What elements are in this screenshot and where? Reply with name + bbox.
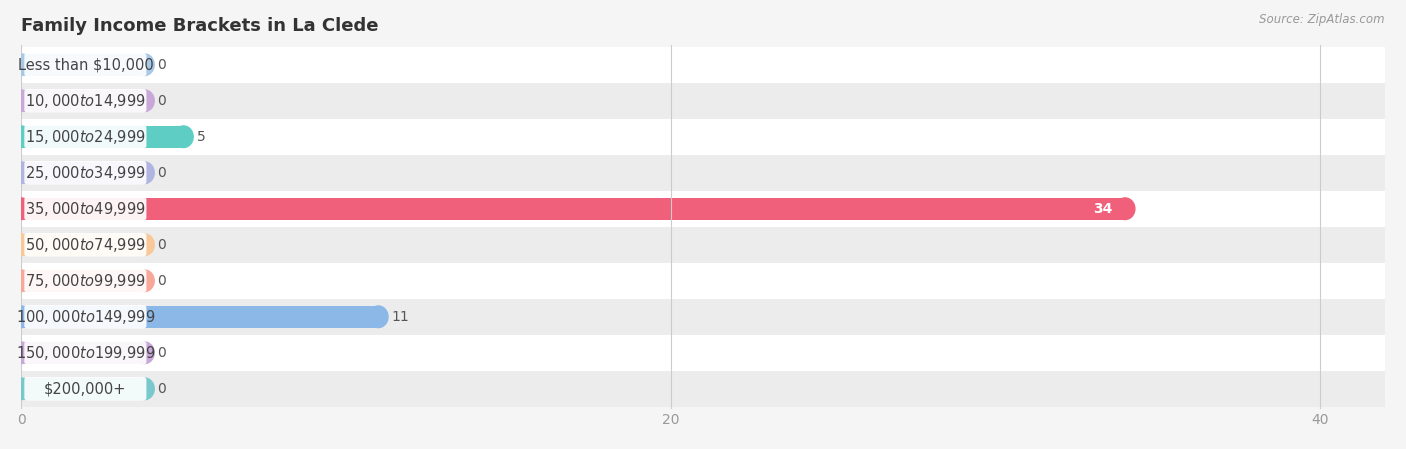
Bar xyxy=(21,155,1385,191)
Bar xyxy=(21,227,1385,263)
Bar xyxy=(21,83,1385,119)
Circle shape xyxy=(135,378,155,400)
FancyBboxPatch shape xyxy=(24,197,146,220)
FancyBboxPatch shape xyxy=(24,377,146,401)
Bar xyxy=(21,378,145,400)
Bar xyxy=(21,299,1385,335)
Circle shape xyxy=(11,90,31,111)
Circle shape xyxy=(11,198,31,220)
Circle shape xyxy=(11,378,31,400)
Bar xyxy=(21,270,145,291)
Text: 5: 5 xyxy=(197,130,205,144)
Bar xyxy=(21,54,145,75)
Text: $100,000 to $149,999: $100,000 to $149,999 xyxy=(15,308,155,326)
Text: $35,000 to $49,999: $35,000 to $49,999 xyxy=(25,200,146,218)
Circle shape xyxy=(174,126,193,148)
Text: 34: 34 xyxy=(1092,202,1112,216)
Text: 0: 0 xyxy=(157,94,166,108)
FancyBboxPatch shape xyxy=(24,233,146,256)
Text: $75,000 to $99,999: $75,000 to $99,999 xyxy=(25,272,146,290)
Text: 11: 11 xyxy=(391,310,409,324)
FancyBboxPatch shape xyxy=(24,89,146,112)
Text: $150,000 to $199,999: $150,000 to $199,999 xyxy=(15,344,155,362)
Bar xyxy=(21,371,1385,407)
Circle shape xyxy=(1115,198,1135,220)
Bar xyxy=(21,234,145,255)
Bar xyxy=(21,90,145,111)
FancyBboxPatch shape xyxy=(24,161,146,185)
Circle shape xyxy=(11,54,31,75)
Bar xyxy=(21,47,1385,83)
FancyBboxPatch shape xyxy=(24,341,146,365)
Text: 0: 0 xyxy=(157,274,166,288)
Text: $15,000 to $24,999: $15,000 to $24,999 xyxy=(25,128,146,146)
Bar xyxy=(21,198,1125,220)
Circle shape xyxy=(11,126,31,148)
Circle shape xyxy=(135,234,155,255)
Bar xyxy=(21,191,1385,227)
FancyBboxPatch shape xyxy=(24,125,146,149)
Circle shape xyxy=(135,342,155,364)
FancyBboxPatch shape xyxy=(24,53,146,76)
Text: 0: 0 xyxy=(157,166,166,180)
Bar xyxy=(21,335,1385,371)
Text: 0: 0 xyxy=(157,382,166,396)
FancyBboxPatch shape xyxy=(24,305,146,329)
Circle shape xyxy=(135,270,155,291)
Text: $25,000 to $34,999: $25,000 to $34,999 xyxy=(25,164,146,182)
Text: $10,000 to $14,999: $10,000 to $14,999 xyxy=(25,92,146,110)
Text: 0: 0 xyxy=(157,58,166,72)
Text: 0: 0 xyxy=(157,346,166,360)
Circle shape xyxy=(135,162,155,184)
Bar xyxy=(21,342,145,364)
Text: $50,000 to $74,999: $50,000 to $74,999 xyxy=(25,236,146,254)
Circle shape xyxy=(11,270,31,291)
Bar xyxy=(21,162,145,184)
FancyBboxPatch shape xyxy=(24,269,146,292)
Circle shape xyxy=(11,306,31,328)
Circle shape xyxy=(368,306,388,328)
Circle shape xyxy=(11,162,31,184)
Circle shape xyxy=(11,234,31,255)
Bar xyxy=(21,263,1385,299)
Bar xyxy=(21,119,1385,155)
Text: 0: 0 xyxy=(157,238,166,252)
Text: $200,000+: $200,000+ xyxy=(44,381,127,396)
Text: Family Income Brackets in La Clede: Family Income Brackets in La Clede xyxy=(21,17,378,35)
Bar xyxy=(21,306,378,328)
Text: Less than $10,000: Less than $10,000 xyxy=(17,57,153,72)
Text: Source: ZipAtlas.com: Source: ZipAtlas.com xyxy=(1260,13,1385,26)
Circle shape xyxy=(11,342,31,364)
Bar xyxy=(21,126,183,148)
Circle shape xyxy=(135,54,155,75)
Circle shape xyxy=(135,90,155,111)
